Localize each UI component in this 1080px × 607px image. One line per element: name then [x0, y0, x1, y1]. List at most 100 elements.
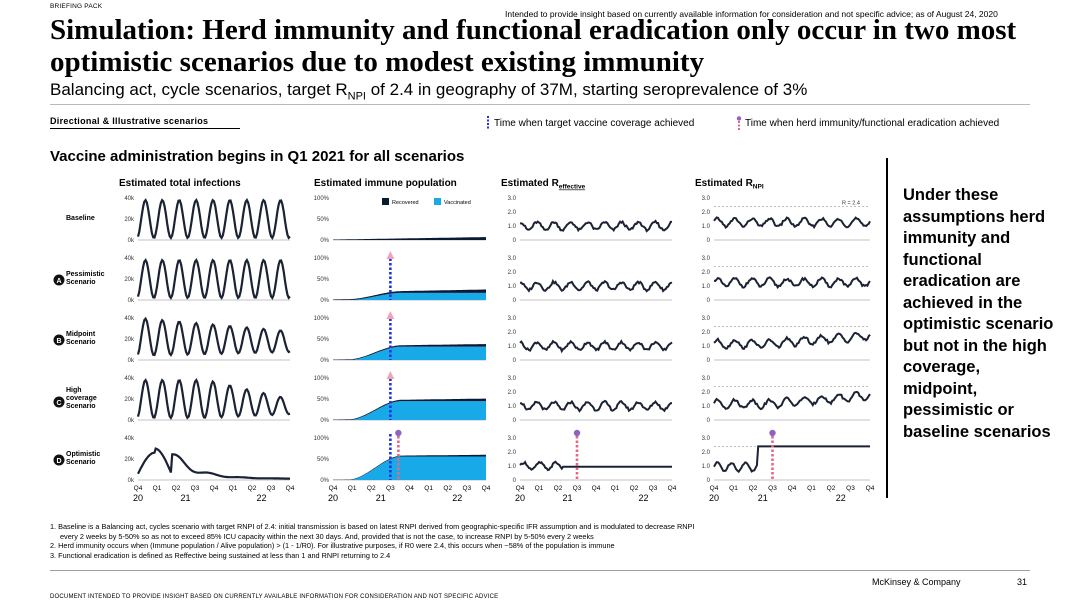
recovered-area-3: [333, 398, 486, 420]
r-tick-3-0-2: 1.0: [702, 224, 711, 230]
scenario-label-1-1: Scenario: [66, 279, 96, 286]
infections-line-2: [136, 316, 291, 357]
imm-tick-3-1: 50%: [317, 397, 330, 403]
panel-title-3: Estimated Reffective: [501, 178, 586, 191]
imm-tick-0-2: 0%: [320, 238, 329, 244]
scenario-chart-grid: Estimated total infections Estimated immu…: [53, 178, 875, 503]
panel-title-4: Estimated RNPI: [695, 178, 764, 191]
inf-tick-1-1: 20k: [124, 277, 135, 283]
scenario-badge-letter-d: D: [56, 458, 61, 465]
r-tick-2-3-3: 0: [513, 418, 517, 424]
briefing-pack-label: BRIEFING PACK: [50, 3, 103, 10]
imm-tick-4-1: 50%: [317, 457, 330, 463]
r-tick-3-2-0: 3.0: [702, 316, 711, 322]
quarter-tick-0-3: Q3: [191, 485, 200, 492]
r-tick-3-0-0: 3.0: [702, 196, 711, 202]
year-tick-0-0: 20: [133, 493, 143, 503]
quarter-tick-0-4: Q4: [210, 485, 219, 492]
company-name: McKinsey & Company: [872, 577, 961, 587]
legend-vaccinated-label: Vaccinated: [444, 200, 471, 206]
inf-tick-2-1: 20k: [124, 337, 135, 343]
quarter-tick-3-6: Q2: [827, 485, 836, 492]
quarter-tick-0-5: Q1: [229, 485, 238, 492]
quarter-tick-3-5: Q1: [807, 485, 816, 492]
reff-line-4: [519, 460, 672, 472]
r-tick-2-0-0: 3.0: [508, 196, 517, 202]
directional-rule: [50, 128, 240, 129]
r-tick-2-2-1: 2.0: [508, 330, 517, 336]
rnpi-line-3: [713, 390, 871, 411]
r-tick-2-3-2: 1.0: [508, 404, 517, 410]
scenario-label-0-0: Baseline: [66, 215, 95, 222]
recovered-area-2: [333, 344, 486, 360]
quarter-tick-1-6: Q2: [443, 485, 452, 492]
r-tick-2-4-1: 2.0: [508, 450, 517, 456]
rnpi-ref-label: R = 2.4: [842, 200, 860, 206]
infections-line-4: [137, 447, 290, 480]
inf-tick-4-1: 20k: [124, 457, 135, 463]
r-tick-3-2-1: 2.0: [702, 330, 711, 336]
imm-tick-0-0: 100%: [314, 196, 330, 202]
quarter-tick-3-8: Q4: [866, 485, 875, 492]
rnpi-line-2: [713, 331, 871, 351]
section-heading: Vaccine administration begins in Q1 2021…: [50, 148, 465, 165]
quarter-tick-1-1: Q1: [348, 485, 357, 492]
quarter-tick-2-2: Q2: [554, 485, 563, 492]
scenario-label-1-0: Pessimistic: [66, 271, 105, 278]
legend-recovered-swatch: [382, 198, 389, 205]
panel-title-1: Estimated total infections: [119, 178, 241, 189]
scenario-label-4-1: Scenario: [66, 459, 96, 466]
imm-tick-4-2: 0%: [320, 478, 329, 484]
imm-tick-3-2: 0%: [320, 418, 329, 424]
inf-tick-3-1: 20k: [124, 397, 135, 403]
quarter-tick-3-4: Q4: [788, 485, 797, 492]
herd-marker-icon: [736, 116, 742, 130]
quarter-tick-3-0: Q4: [710, 485, 719, 492]
r-tick-3-3-3: 0: [707, 418, 711, 424]
quarter-tick-3-7: Q3: [846, 485, 855, 492]
footnote-3: 3. Functional eradication is defined as …: [50, 550, 391, 560]
footnote-1-cont: every 2 weeks by 5-50% so as not to exce…: [60, 531, 594, 541]
quarter-tick-2-7: Q3: [649, 485, 658, 492]
infections-line-0: [136, 198, 291, 240]
inf-tick-4-0: 40k: [124, 436, 135, 442]
footer-rule: [50, 570, 1030, 571]
reff-line-0: [519, 219, 673, 233]
directional-label: Directional & Illustrative scenarios: [50, 116, 209, 126]
quarter-tick-1-8: Q4: [482, 485, 491, 492]
r-tick-2-4-3: 0: [513, 478, 517, 484]
r-tick-3-3-0: 3.0: [702, 376, 711, 382]
rnpi-line-0: [713, 216, 871, 230]
footnotes: 1. Baseline is a Balancing act, cycles s…: [50, 522, 1000, 560]
imm-tick-3-0: 100%: [314, 376, 330, 382]
subtitle-sub: NPI: [347, 90, 366, 103]
scenario-badge-b: [53, 334, 65, 346]
r-tick-2-2-0: 3.0: [508, 316, 517, 322]
bottom-disclaimer: DOCUMENT INTENDED TO PROVIDE INSIGHT BAS…: [50, 594, 499, 600]
herd-marker-dot-3: [769, 429, 776, 437]
quarter-tick-2-4: Q4: [592, 485, 601, 492]
footnote-1: 1. Baseline is a Balancing act, cycles s…: [50, 522, 695, 531]
r-tick-2-3-0: 3.0: [508, 376, 517, 382]
year-tick-0-2: 22: [256, 493, 266, 503]
scenario-label-3-0: High: [66, 387, 82, 394]
imm-tick-1-0: 100%: [314, 256, 330, 262]
vaccine-arrow-3: [386, 371, 395, 379]
recovered-area-1: [333, 289, 486, 300]
imm-tick-1-1: 50%: [317, 277, 330, 283]
inf-tick-3-0: 40k: [124, 376, 135, 382]
r-tick-2-1-0: 3.0: [508, 256, 517, 262]
r-tick-3-3-2: 1.0: [702, 404, 711, 410]
imm-tick-2-1: 50%: [317, 337, 330, 343]
top-disclaimer: Intended to provide insight based on cur…: [505, 9, 998, 19]
scenario-label-3-1: coverage: [66, 395, 97, 402]
r-tick-3-4-1: 2.0: [702, 450, 711, 456]
imm-tick-2-0: 100%: [314, 316, 330, 322]
vaccinated-area-4: [333, 456, 486, 480]
vaccine-arrow-1: [386, 251, 395, 259]
r-tick-2-2-2: 1.0: [508, 344, 517, 350]
subtitle-pre: Balancing act, cycle scenarios, target R: [50, 80, 348, 99]
r-tick-3-1-1: 2.0: [702, 270, 711, 276]
scenario-label-3-2: Scenario: [66, 403, 96, 410]
vaccinated-area-1: [333, 292, 486, 300]
